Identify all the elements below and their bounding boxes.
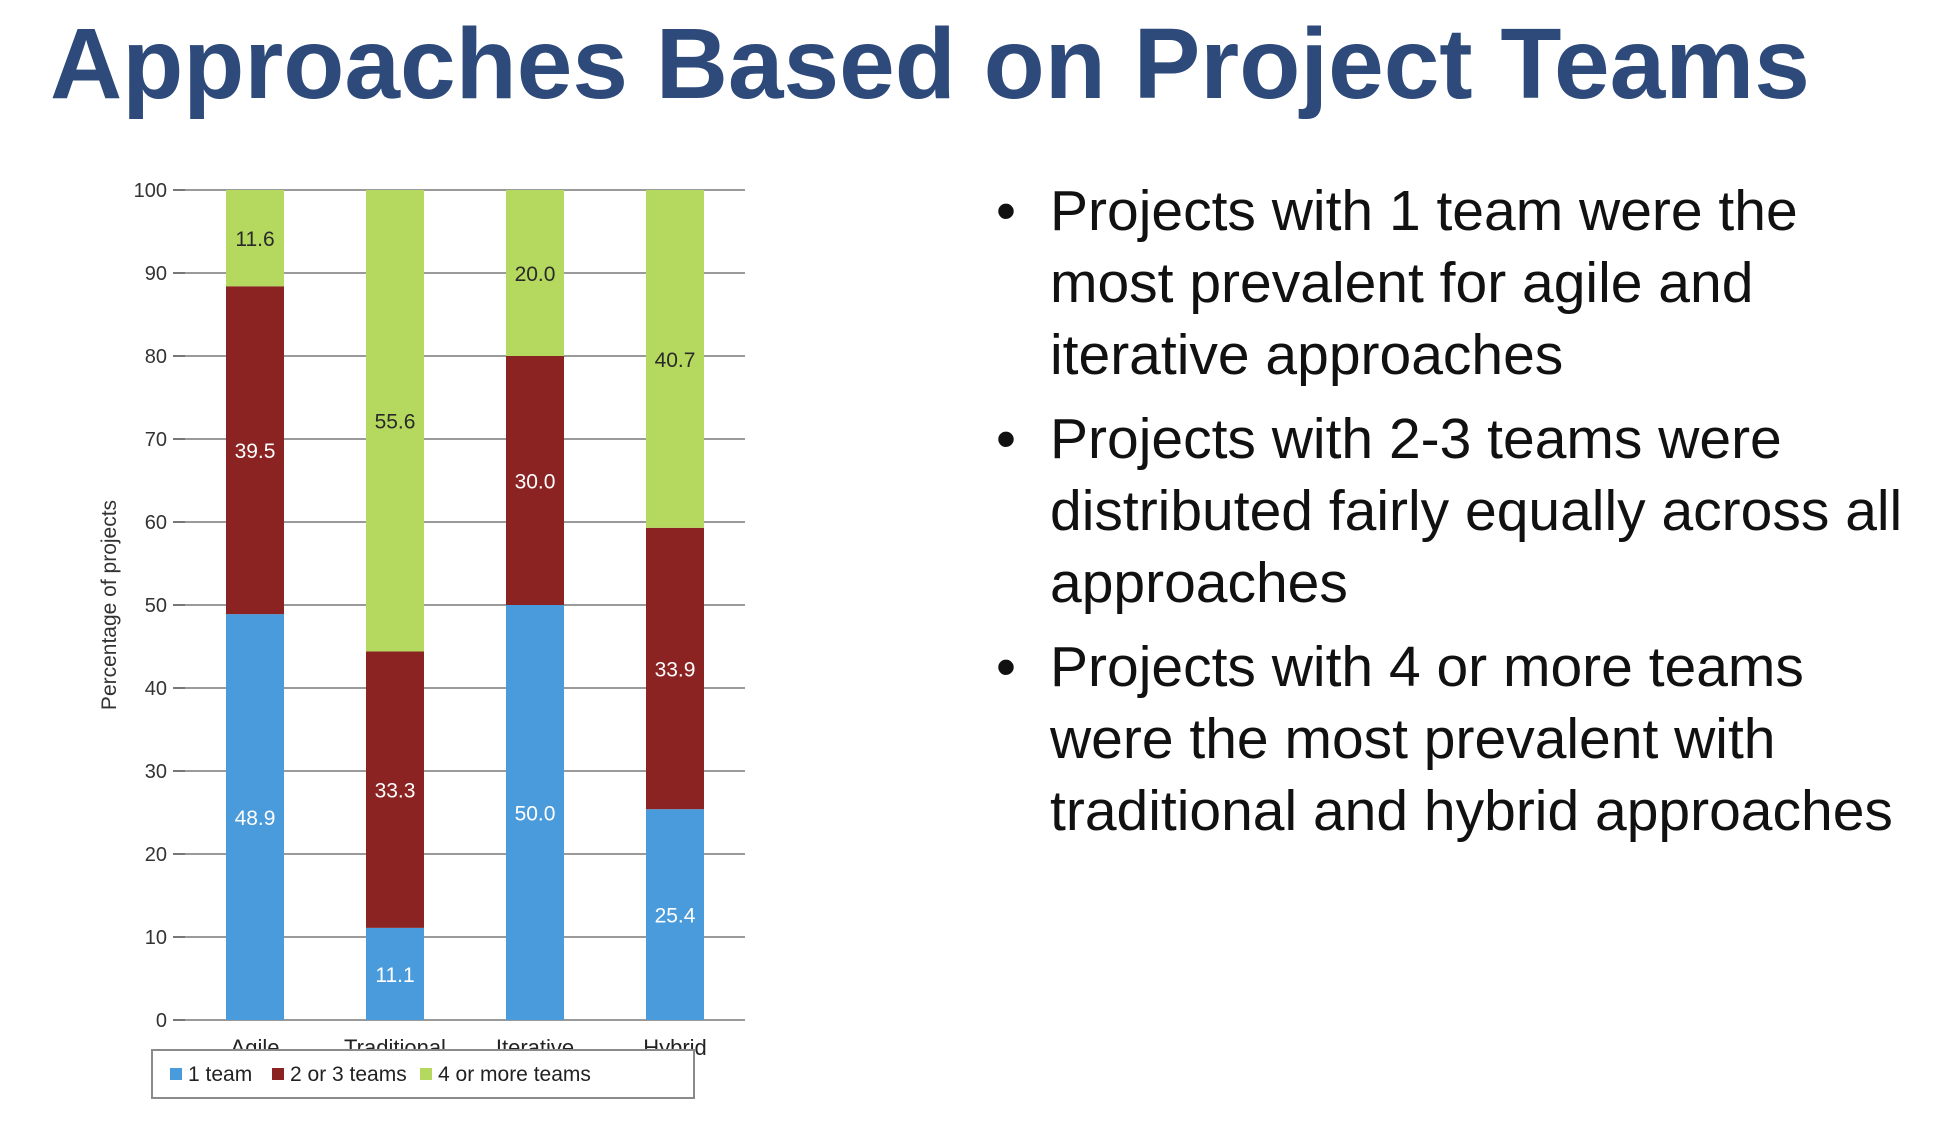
data-label: 40.7	[655, 349, 696, 372]
bar-segment	[226, 190, 284, 287]
bullet-text: Projects with 1 team were the most preva…	[1050, 179, 1798, 387]
y-tick-label: 0	[156, 1010, 167, 1032]
page-title: Approaches Based on Project Teams	[50, 8, 1810, 120]
bar-segment	[646, 809, 704, 1020]
bar-segment	[366, 651, 424, 928]
y-tick-label: 30	[145, 761, 167, 783]
legend-swatch	[272, 1068, 284, 1080]
legend-label: 2 or 3 teams	[290, 1063, 407, 1086]
bullet-list: • Projects with 1 team were the most pre…	[990, 175, 1920, 859]
data-label: 33.9	[655, 658, 696, 681]
legend-label: 1 team	[188, 1063, 252, 1086]
bullet-item: • Projects with 1 team were the most pre…	[990, 175, 1920, 391]
y-tick-label: 40	[145, 678, 167, 700]
bullet-dot-icon: •	[996, 407, 1016, 471]
data-label: 20.0	[515, 263, 556, 286]
bar-segment	[226, 614, 284, 1020]
bullet-dot-icon: •	[996, 179, 1016, 243]
data-label: 48.9	[235, 807, 276, 830]
y-tick-label: 80	[145, 346, 167, 368]
data-label: 25.4	[655, 905, 696, 928]
bar-segment	[646, 527, 704, 810]
y-axis-title: Percentage of projects	[98, 500, 121, 710]
chart-canvas: 0 10 20 30 40 50 60 70 80 90 100 Percentage of proj…	[98, 180, 745, 1099]
y-tick-label: 90	[145, 263, 167, 285]
y-tick-label: 10	[145, 927, 167, 949]
bar-segment	[226, 286, 284, 615]
bullet-item: • Projects with 4 or more teams were the…	[990, 631, 1920, 847]
data-label: 30.0	[515, 471, 556, 494]
y-tick-label: 100	[134, 180, 167, 202]
stacked-bar-chart: 0 10 20 30 40 50 60 70 80 90 100 Percentage of proj…	[90, 170, 790, 1130]
bullet-item: • Projects with 2-3 teams were distribut…	[990, 403, 1920, 619]
bullet-text: Projects with 2-3 teams were distributed…	[1050, 407, 1903, 615]
y-tick-label: 60	[145, 512, 167, 534]
bar-segment	[506, 190, 564, 356]
data-label: 33.3	[375, 780, 416, 803]
data-label: 11.1	[375, 964, 414, 987]
data-label: 11.6	[235, 228, 274, 251]
legend-label: 4 or more teams	[438, 1063, 591, 1086]
y-tick-label: 70	[145, 429, 167, 451]
y-tick-label: 50	[145, 595, 167, 617]
bar-segment	[366, 190, 424, 652]
bullet-text: Projects with 4 or more teams were the m…	[1050, 635, 1893, 843]
data-label: 50.0	[515, 803, 556, 826]
legend-swatch	[420, 1068, 432, 1080]
bar-segment	[366, 927, 424, 1020]
y-tick-label: 20	[145, 844, 167, 866]
bullet-dot-icon: •	[996, 635, 1016, 699]
legend-swatch	[170, 1068, 182, 1080]
bar-segment	[506, 356, 564, 605]
data-label: 39.5	[235, 440, 276, 463]
bar-segment	[646, 190, 704, 528]
bar-segment	[506, 605, 564, 1020]
data-label: 55.6	[375, 411, 416, 434]
